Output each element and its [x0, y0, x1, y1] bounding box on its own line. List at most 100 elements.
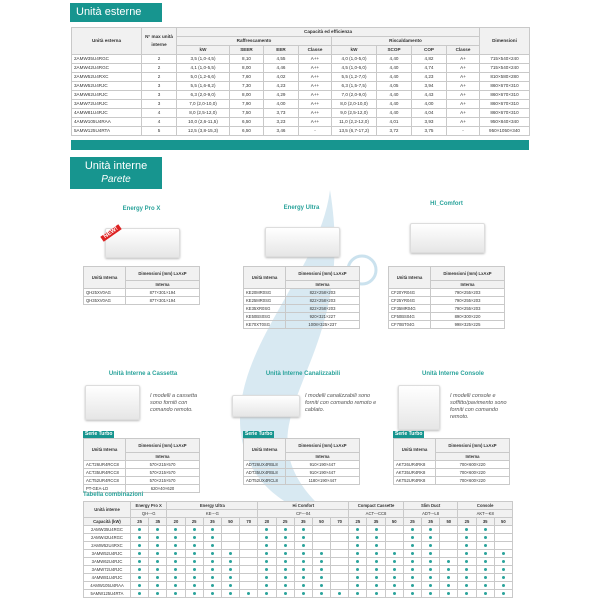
capacity-header: 25: [275, 517, 295, 526]
compatible-dot-icon: [265, 576, 269, 579]
compatible-dot-icon: [229, 592, 233, 595]
compat-cell: [129, 581, 150, 590]
table-cell: 6,3 (1,5-7,5): [331, 81, 377, 91]
compat-cell: [420, 549, 441, 558]
compat-cell: [475, 589, 495, 598]
compatible-dot-icon: [465, 576, 469, 579]
product-title: Unità Interne a Cassetta: [108, 371, 178, 377]
compatible-dot-icon: [483, 560, 487, 563]
compatible-dot-icon: [138, 584, 142, 587]
compatible-dot-icon: [319, 584, 323, 587]
compat-cell: [475, 549, 495, 558]
table-cell: 4,55: [263, 54, 299, 64]
compatible-dot-icon: [156, 576, 160, 579]
col-unit: Unità esterna: [71, 27, 142, 55]
col-kw: kW: [331, 45, 377, 55]
compat-cell: [348, 549, 368, 558]
col-dimensions: Dimensioni (mm) LxAxP: [125, 438, 200, 453]
table-cell: 3,5 (1,0-4,5): [176, 54, 230, 64]
compat-cell: [184, 533, 204, 542]
compatible-dot-icon: [356, 560, 360, 563]
col-dimensions: Dimensioni (mm) LxAxP: [430, 266, 505, 281]
compatible-dot-icon: [174, 560, 178, 563]
compat-cell: [311, 549, 332, 558]
compatible-dot-icon: [319, 568, 323, 571]
compat-cell: [275, 549, 295, 558]
table-row: CF20YR04G 790×255×203: [388, 288, 505, 297]
col-dimensions: Dimensioni (mm) LxAxP: [125, 266, 200, 281]
compat-cell: [457, 549, 477, 558]
compatible-dot-icon: [265, 568, 269, 571]
table-row: 3AMW52U4RJC 3 5,5 (1,6-8,2) 7,30 4,23 A++ 6,3 …: [71, 81, 530, 91]
table-cell: 2AMW42U4RGC: [71, 63, 142, 73]
col-interna: Interna: [430, 280, 505, 289]
compatible-dot-icon: [410, 560, 414, 563]
model-cell: ACT35UR4RCC8: [83, 468, 126, 477]
compatible-dot-icon: [429, 584, 433, 587]
series-tag: Serie Turbo: [83, 431, 115, 438]
capacity-header: 50: [439, 517, 459, 526]
compat-cell: [420, 573, 441, 582]
dimension-cell: 822×258×203: [285, 288, 360, 297]
model-cell: ADT26UX4RBL8: [243, 460, 286, 469]
table-row: AKT35UR4RK8 700×600×220: [393, 468, 510, 477]
compat-cell: [475, 541, 495, 550]
table-cell: A+: [446, 54, 480, 64]
compat-cell: [148, 581, 168, 590]
compatible-dot-icon: [301, 584, 305, 587]
compat-cell: [202, 589, 222, 598]
table-row: KE20MR0SG 822×258×203: [243, 288, 360, 297]
compat-cell: [202, 581, 222, 590]
compatible-dot-icon: [138, 544, 142, 547]
capacity-header: 35: [366, 517, 386, 526]
compat-cell: [439, 573, 459, 582]
indoor-dimensions-table: Unità Interna Dimensioni (mm) LxAxP Intern…: [83, 438, 200, 493]
indoor-unit-image: [85, 385, 140, 420]
compatible-dot-icon: [265, 528, 269, 531]
compat-cell: [475, 565, 495, 574]
compat-cell: [457, 573, 477, 582]
model-cell: ACT26UR4RCC8: [83, 460, 126, 469]
compatible-dot-icon: [229, 552, 233, 555]
compat-cell: [166, 573, 186, 582]
compat-cell: [402, 557, 423, 566]
compatible-dot-icon: [356, 584, 360, 587]
indoor-subtitle: Parete: [101, 174, 131, 185]
col-seer: SEER: [229, 45, 264, 55]
compatible-dot-icon: [465, 528, 469, 531]
model-cell: CF25YR04G: [388, 296, 431, 305]
compat-cell: [148, 549, 168, 558]
compatible-dot-icon: [301, 560, 305, 563]
compatible-dot-icon: [156, 560, 160, 563]
compatible-dot-icon: [174, 576, 178, 579]
table-cell: A++: [298, 108, 332, 118]
dimension-cell: 790×255×203: [430, 288, 505, 297]
compatible-dot-icon: [392, 560, 396, 563]
compatible-dot-icon: [356, 536, 360, 539]
table-row: 4AMW81U4RJC: [83, 573, 514, 582]
table-cell: 13,5 (6,7-17,2): [331, 126, 377, 136]
table-cell: A++: [298, 117, 332, 127]
compat-cell: [148, 525, 168, 534]
compat-cell: [202, 549, 222, 558]
dimension-cell: 877×301×194: [125, 296, 200, 305]
model-cell: AKT35UR4RK8: [393, 468, 436, 477]
table-cell: 3AMW62U4RJC: [71, 90, 142, 100]
col-unit: Unità Interna: [243, 266, 286, 289]
compatible-dot-icon: [283, 576, 287, 579]
compat-cell: [239, 525, 259, 534]
compatible-dot-icon: [410, 592, 414, 595]
compatible-dot-icon: [392, 568, 396, 571]
compat-cell: [439, 557, 459, 566]
table-cell: 4,0 (1,0-5,0): [331, 54, 377, 64]
dimension-cell: 790×255×203: [430, 304, 505, 313]
table-cell: A+: [446, 90, 480, 100]
compat-cell: [311, 557, 332, 566]
capacity-header: 25: [402, 517, 423, 526]
compatible-dot-icon: [283, 584, 287, 587]
compatible-dot-icon: [156, 528, 160, 531]
table-cell: 4,40: [376, 99, 412, 109]
col-interna: Interna: [435, 452, 510, 461]
table-cell: 4,1 (1,0-5,5): [176, 63, 230, 73]
table-row: CF50BS04G 890×300×220: [388, 312, 505, 321]
